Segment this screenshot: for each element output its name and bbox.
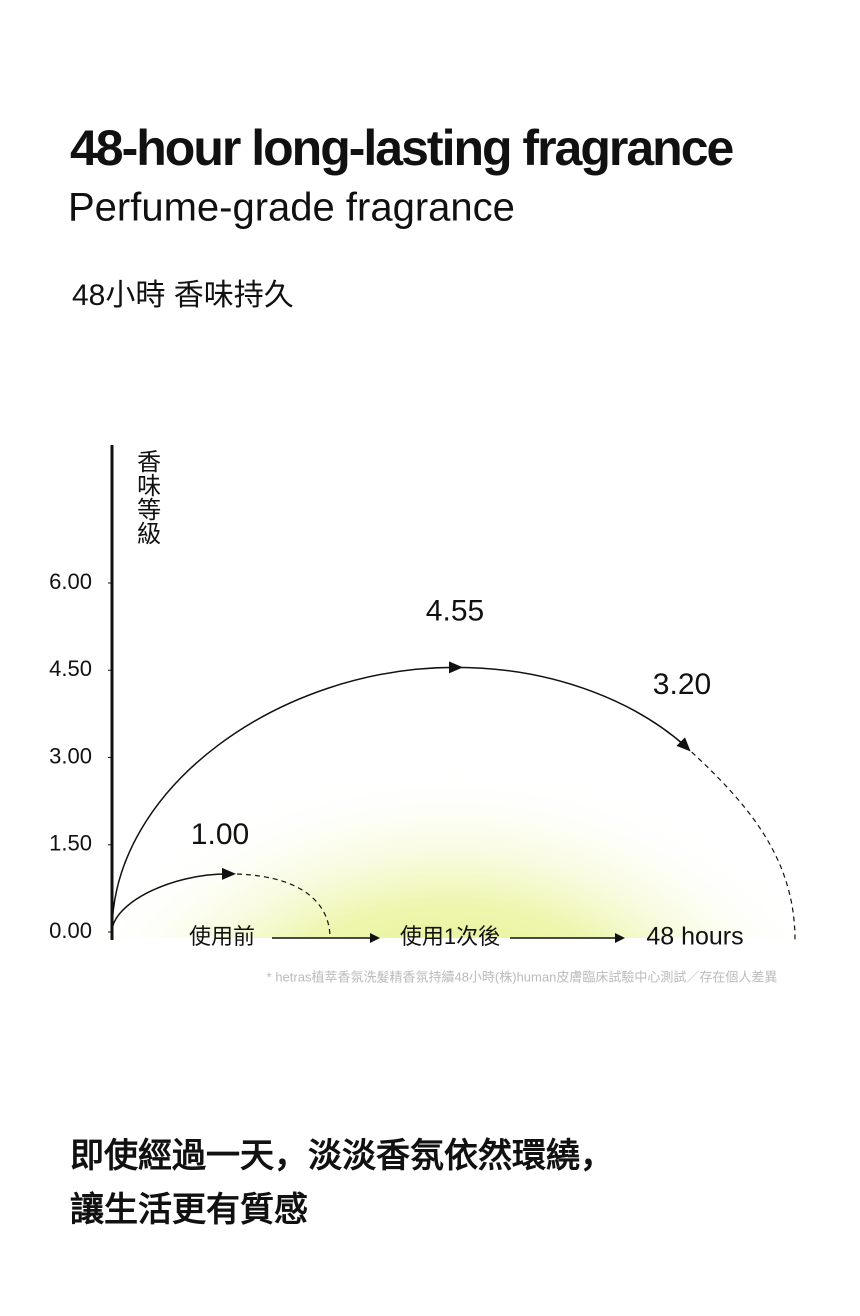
x-tick-label: 48 hours [646,923,743,951]
footer-line: 即使經過一天，淡淡香氛依然環繞， [70,1136,614,1175]
y-tick-label: 1.50 [49,831,92,856]
y-axis-label: 香味等級 [133,449,161,545]
x-tick-label: 使用1次後 [400,924,500,949]
arc-dashed [684,745,796,941]
y-tick-label: 4.50 [49,656,92,681]
arc [111,666,686,933]
arc [111,873,229,933]
data-label: 1.00 [191,818,249,851]
arrow-marker [449,661,463,674]
subtitle: Perfume-grade fragrance [68,186,515,230]
data-label: 3.20 [653,668,711,701]
y-tick-label: 3.00 [49,743,92,768]
subtitle-zh: 48小時 香味持久 [72,279,294,312]
data-label: 4.55 [426,594,484,627]
footnote: * hetras植萃香氛洗髮精香氛持續48小時(株)human皮膚臨床試驗中心測… [267,969,778,984]
arrow-marker [222,867,236,880]
x-tick-label: 使用前 [189,924,255,949]
y-tick-label: 0.00 [49,918,92,943]
footer-line: 讓生活更有質感 [70,1191,308,1229]
flow-arrow-head [615,933,625,943]
y-tick-label: 6.00 [49,569,92,594]
title: 48-hour long-lasting fragrance [70,120,734,176]
mask [0,938,860,1238]
arrow-marker [676,737,691,752]
flow-arrow-head [370,933,380,943]
arc-dashed [227,873,331,939]
